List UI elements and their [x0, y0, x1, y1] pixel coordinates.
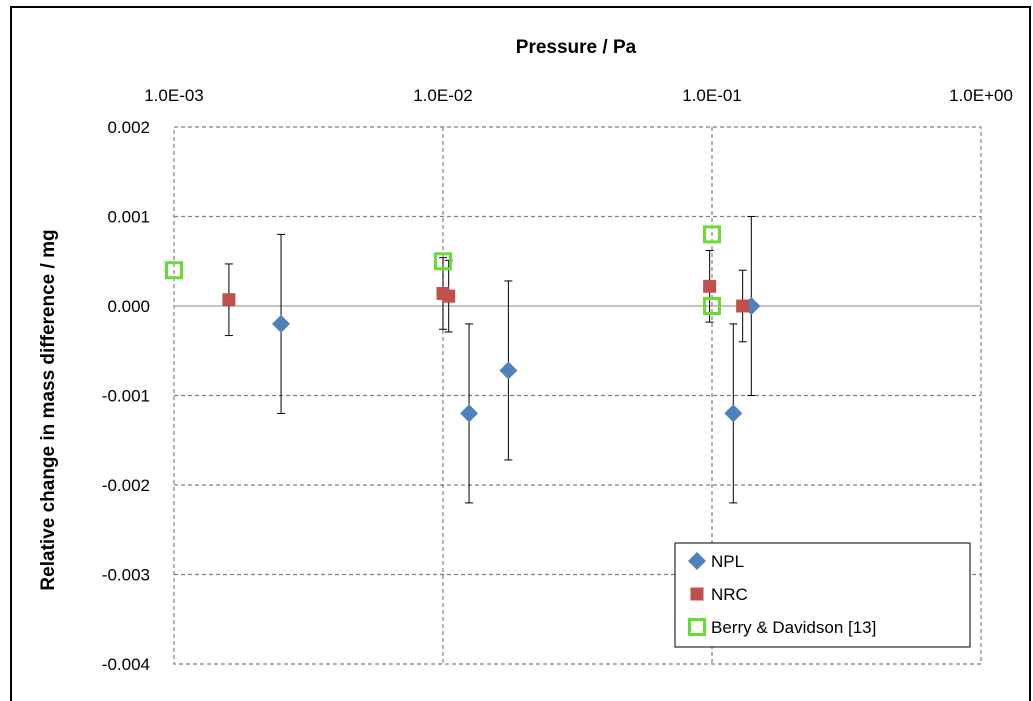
- y-tick-labels: 0.002 0.001 0.000 -0.001 -0.002 -0.003 -0.004: [102, 118, 150, 674]
- y-tick-label: -0.003: [102, 566, 150, 585]
- legend: NPL NRC Berry & Davidson [13]: [674, 542, 971, 648]
- chart-frame: [10, 6, 1031, 701]
- x-tick-label: 1.0E-01: [682, 86, 742, 105]
- legend-label: NRC: [711, 585, 748, 604]
- y-tick-label: -0.004: [102, 655, 150, 674]
- npl-point: [272, 314, 291, 333]
- y-tick-label: 0.001: [107, 208, 150, 227]
- chart-title: Pressure / Pa: [516, 37, 637, 58]
- nrc-point: [222, 293, 236, 307]
- data-marks: [165, 216, 761, 504]
- npl-point: [724, 404, 743, 423]
- y-tick-label: -0.001: [102, 387, 150, 406]
- legend-marker: [690, 587, 704, 601]
- legend-label: Berry & Davidson [13]: [711, 618, 876, 637]
- x-tick-label: 1.0E-03: [144, 86, 204, 105]
- nrc-point: [703, 279, 717, 293]
- nrc-point: [442, 289, 456, 303]
- legend-label: NPL: [711, 552, 744, 571]
- y-tick-label: 0.000: [107, 297, 150, 316]
- y-tick-label: -0.002: [102, 476, 150, 495]
- x-tick-label: 1.0E+00: [949, 86, 1013, 105]
- npl-point: [460, 404, 479, 423]
- legend-marker: [688, 552, 706, 570]
- legend-box: [674, 542, 971, 648]
- nrc-point: [736, 299, 750, 313]
- berry-davidson-13-point: [703, 297, 721, 315]
- berry-davidson-13-point: [434, 252, 452, 271]
- berry-davidson-13-point: [165, 261, 183, 280]
- y-tick-label: 0.002: [107, 118, 150, 137]
- x-tick-label: 1.0E-02: [413, 86, 473, 105]
- x-tick-labels: 1.0E-03 1.0E-02 1.0E-01 1.0E+00: [144, 86, 1013, 105]
- legend-marker: [688, 618, 706, 636]
- berry-davidson-13-point: [703, 225, 721, 244]
- y-axis-label: Relative change in mass difference / mg: [38, 229, 59, 590]
- npl-point: [499, 361, 518, 380]
